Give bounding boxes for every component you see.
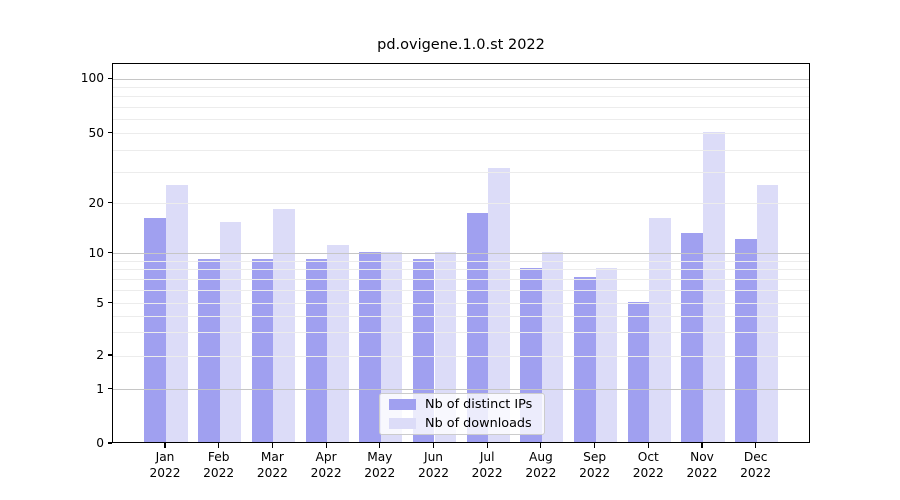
y-tick-2 bbox=[108, 354, 112, 356]
bar-nb-of-downloads-jul-2022 bbox=[488, 168, 510, 442]
bar-nb-of-distinct-ips-dec-2022 bbox=[735, 238, 757, 442]
legend-swatch-distinct-ips bbox=[389, 399, 416, 410]
x-tick-mar-2022 bbox=[271, 443, 273, 448]
gridline-minor-20 bbox=[113, 203, 809, 205]
y-tick-20 bbox=[108, 202, 112, 204]
x-tick-oct-2022 bbox=[647, 443, 649, 448]
bar-nb-of-downloads-apr-2022 bbox=[327, 244, 349, 442]
x-tick-apr-2022 bbox=[325, 443, 327, 448]
y-tick-label-0: 0 bbox=[96, 436, 104, 450]
gridline-minor-5 bbox=[113, 303, 809, 305]
y-tick-label-50: 50 bbox=[88, 125, 104, 140]
plot-area bbox=[112, 63, 810, 443]
gridline-minor-4 bbox=[113, 315, 809, 317]
chart-title: pd.ovigene.1.0.st 2022 bbox=[377, 37, 545, 53]
gridline-minor-90 bbox=[113, 87, 809, 89]
y-tick-0 bbox=[108, 442, 112, 444]
x-tick-feb-2022 bbox=[218, 443, 220, 448]
bar-nb-of-downloads-mar-2022 bbox=[273, 209, 295, 442]
gridline-minor-6 bbox=[113, 290, 809, 292]
x-tick-label-apr-2022: Apr 2022 bbox=[310, 450, 342, 480]
x-tick-label-aug-2022: Aug 2022 bbox=[525, 450, 557, 480]
legend: Nb of distinct IPs Nb of downloads bbox=[379, 393, 545, 435]
bar-nb-of-downloads-jan-2022 bbox=[166, 184, 188, 442]
bar-nb-of-distinct-ips-feb-2022 bbox=[198, 259, 220, 442]
bar-nb-of-downloads-feb-2022 bbox=[219, 222, 242, 442]
gridline-major-1 bbox=[113, 389, 809, 391]
gridline-minor-80 bbox=[113, 96, 809, 98]
gridline-minor-2 bbox=[113, 355, 809, 357]
legend-row-downloads: Nb of downloads bbox=[389, 416, 544, 432]
legend-swatch-downloads bbox=[389, 418, 416, 429]
y-tick-label-20: 20 bbox=[88, 195, 104, 210]
x-tick-sep-2022 bbox=[594, 443, 596, 448]
y-tick-label-2: 2 bbox=[96, 348, 104, 362]
y-tick-100 bbox=[108, 77, 112, 79]
gridline-major-10 bbox=[113, 253, 809, 255]
y-tick-label-5: 5 bbox=[96, 295, 104, 310]
x-tick-jun-2022 bbox=[432, 443, 435, 448]
y-tick-1 bbox=[108, 388, 112, 390]
y-tick-50 bbox=[108, 132, 112, 134]
x-tick-jul-2022 bbox=[486, 443, 488, 448]
x-tick-label-mar-2022: Mar 2022 bbox=[256, 450, 288, 480]
gridline-minor-7 bbox=[113, 278, 809, 280]
bar-nb-of-distinct-ips-jan-2022 bbox=[144, 217, 166, 442]
y-tick-10 bbox=[108, 252, 112, 254]
x-tick-aug-2022 bbox=[540, 443, 542, 448]
bar-nb-of-distinct-ips-jul-2022 bbox=[466, 213, 489, 442]
bar-nb-of-downloads-sep-2022 bbox=[595, 267, 618, 442]
gridline-minor-30 bbox=[113, 172, 809, 174]
gridline-minor-50 bbox=[113, 133, 809, 135]
x-tick-label-oct-2022: Oct 2022 bbox=[632, 450, 664, 480]
x-tick-label-jun-2022: Jun 2022 bbox=[417, 450, 450, 480]
x-tick-label-jan-2022: Jan 2022 bbox=[149, 450, 181, 480]
bar-nb-of-downloads-dec-2022 bbox=[756, 184, 779, 442]
x-tick-nov-2022 bbox=[701, 443, 703, 448]
bar-nb-of-distinct-ips-apr-2022 bbox=[305, 259, 328, 442]
bar-nb-of-distinct-ips-oct-2022 bbox=[627, 301, 650, 442]
x-tick-dec-2022 bbox=[755, 443, 757, 448]
gridline-minor-70 bbox=[113, 106, 809, 108]
y-tick-label-100: 100 bbox=[80, 71, 104, 86]
y-tick-label-1: 1 bbox=[96, 381, 104, 396]
x-tick-label-sep-2022: Sep 2022 bbox=[579, 450, 611, 480]
x-tick-label-feb-2022: Feb 2022 bbox=[203, 450, 235, 480]
y-tick-5 bbox=[108, 302, 112, 304]
bar-nb-of-downloads-oct-2022 bbox=[649, 217, 671, 442]
legend-row-distinct-ips: Nb of distinct IPs bbox=[389, 397, 544, 413]
bar-nb-of-distinct-ips-may-2022 bbox=[359, 251, 381, 442]
x-tick-label-may-2022: May 2022 bbox=[364, 450, 396, 480]
legend-label-downloads: Nb of downloads bbox=[425, 416, 532, 431]
x-tick-label-nov-2022: Nov 2022 bbox=[686, 450, 718, 480]
x-tick-label-dec-2022: Dec 2022 bbox=[740, 450, 772, 480]
bar-nb-of-downloads-aug-2022 bbox=[541, 251, 564, 442]
x-tick-jan-2022 bbox=[164, 443, 166, 448]
gridline-minor-3 bbox=[113, 332, 809, 334]
gridline-minor-60 bbox=[113, 118, 809, 120]
y-tick-label-10: 10 bbox=[88, 245, 104, 260]
bar-nb-of-downloads-nov-2022 bbox=[703, 131, 725, 442]
x-tick-may-2022 bbox=[379, 443, 381, 448]
gridline-minor-8 bbox=[113, 269, 809, 271]
gridline-minor-40 bbox=[113, 150, 809, 152]
bar-nb-of-distinct-ips-sep-2022 bbox=[574, 277, 596, 442]
x-tick-label-jul-2022: Jul 2022 bbox=[471, 450, 503, 480]
legend-label-distinct-ips: Nb of distinct IPs bbox=[425, 397, 533, 412]
bar-nb-of-distinct-ips-nov-2022 bbox=[681, 232, 703, 442]
gridline-minor-9 bbox=[113, 260, 809, 262]
bar-nb-of-distinct-ips-mar-2022 bbox=[251, 259, 274, 442]
gridline-major-100 bbox=[113, 78, 809, 80]
